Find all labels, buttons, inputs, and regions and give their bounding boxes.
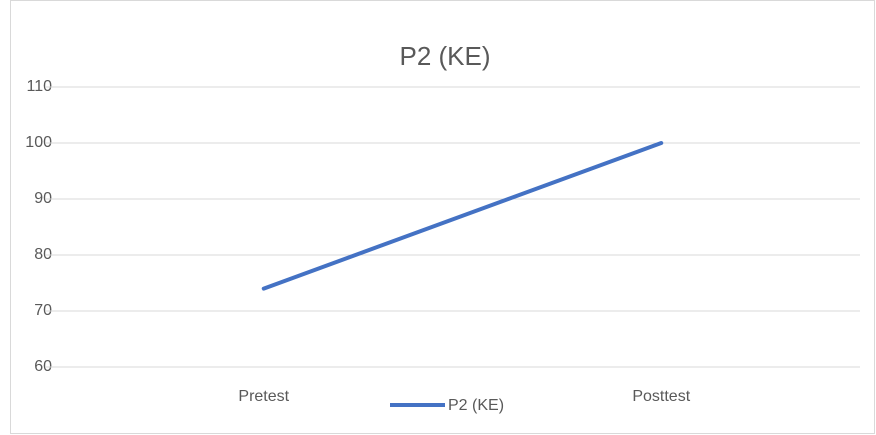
x-tick-label: Posttest — [632, 388, 690, 405]
y-tick-label: 80 — [34, 246, 52, 263]
y-tick-label: 110 — [26, 78, 52, 95]
legend-label: P2 (KE) — [448, 397, 504, 414]
y-tick-label: 60 — [34, 358, 52, 375]
x-tick-label: Pretest — [238, 388, 289, 405]
y-tick-label: 90 — [34, 190, 52, 207]
line-series — [261, 141, 664, 291]
chart-border — [10, 0, 875, 434]
y-tick-label: 100 — [25, 134, 52, 151]
chart-title: P2 (KE) — [399, 41, 490, 71]
y-tick-label: 70 — [34, 302, 52, 319]
